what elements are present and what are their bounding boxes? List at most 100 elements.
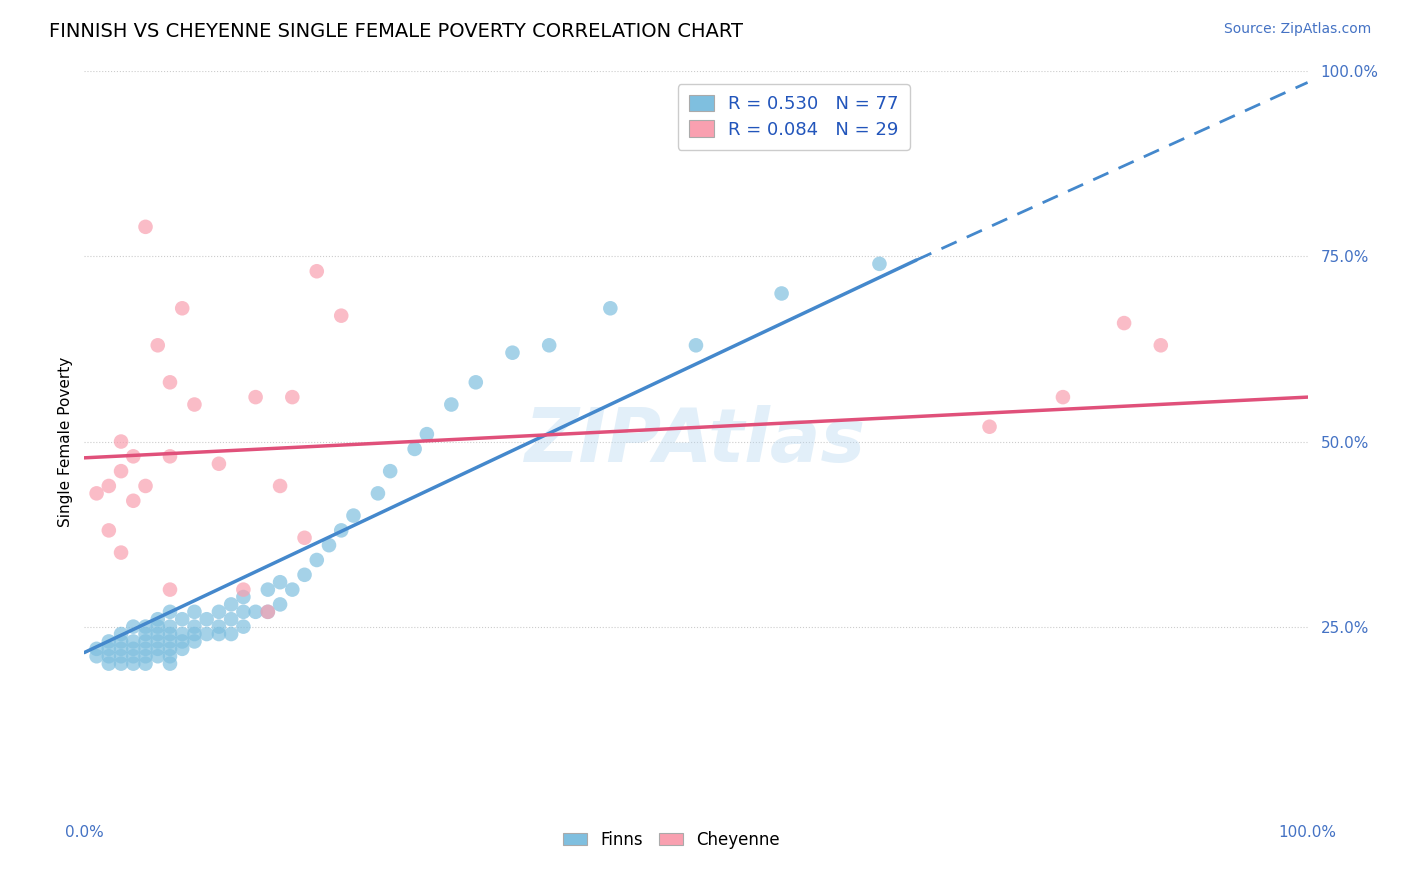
Point — [159, 641, 181, 656]
Point — [281, 390, 304, 404]
Point — [342, 508, 364, 523]
Point — [159, 634, 181, 648]
Point — [110, 627, 132, 641]
Point — [146, 641, 169, 656]
Point — [979, 419, 1001, 434]
Point — [183, 605, 205, 619]
Point — [172, 634, 194, 648]
Point — [135, 627, 157, 641]
Text: Source: ZipAtlas.com: Source: ZipAtlas.com — [1223, 22, 1371, 37]
Point — [135, 634, 157, 648]
Point — [245, 390, 267, 404]
Point — [110, 649, 132, 664]
Point — [172, 612, 194, 626]
Point — [232, 582, 254, 597]
Legend: Finns, Cheyenne: Finns, Cheyenne — [557, 824, 786, 855]
Point — [685, 338, 707, 352]
Point — [159, 605, 181, 619]
Point — [122, 493, 145, 508]
Point — [97, 634, 120, 648]
Point — [97, 641, 120, 656]
Point — [146, 338, 169, 352]
Point — [146, 649, 169, 664]
Point — [122, 450, 145, 464]
Point — [367, 486, 389, 500]
Point — [257, 582, 280, 597]
Point — [318, 538, 340, 552]
Text: ZIPAtlas: ZIPAtlas — [526, 405, 866, 478]
Point — [219, 612, 242, 626]
Text: FINNISH VS CHEYENNE SINGLE FEMALE POVERTY CORRELATION CHART: FINNISH VS CHEYENNE SINGLE FEMALE POVERT… — [49, 22, 744, 41]
Point — [599, 301, 621, 316]
Point — [257, 605, 280, 619]
Point — [110, 634, 132, 648]
Point — [159, 582, 181, 597]
Point — [110, 464, 132, 478]
Point — [135, 479, 157, 493]
Point — [269, 479, 291, 493]
Point — [135, 641, 157, 656]
Point — [195, 627, 218, 641]
Point — [195, 612, 218, 626]
Point — [135, 649, 157, 664]
Point — [135, 619, 157, 633]
Point — [146, 619, 169, 633]
Point — [1052, 390, 1074, 404]
Point — [183, 627, 205, 641]
Point — [172, 627, 194, 641]
Point — [219, 598, 242, 612]
Point — [183, 634, 205, 648]
Point — [464, 376, 486, 390]
Point — [97, 524, 120, 538]
Point — [146, 634, 169, 648]
Point — [97, 479, 120, 493]
Point — [172, 641, 194, 656]
Point — [122, 657, 145, 671]
Point — [110, 434, 132, 449]
Point — [404, 442, 426, 456]
Point — [110, 657, 132, 671]
Point — [538, 338, 561, 352]
Point — [294, 567, 316, 582]
Point — [269, 598, 291, 612]
Point — [440, 398, 463, 412]
Point — [97, 657, 120, 671]
Point — [159, 376, 181, 390]
Point — [416, 427, 439, 442]
Point — [208, 457, 231, 471]
Point — [1114, 316, 1136, 330]
Point — [159, 619, 181, 633]
Point — [159, 657, 181, 671]
Point — [502, 345, 524, 359]
Point — [122, 641, 145, 656]
Point — [172, 301, 194, 316]
Point — [869, 257, 891, 271]
Point — [146, 627, 169, 641]
Point — [110, 546, 132, 560]
Point — [208, 619, 231, 633]
Point — [86, 641, 108, 656]
Point — [219, 627, 242, 641]
Point — [159, 450, 181, 464]
Point — [208, 605, 231, 619]
Point — [122, 619, 145, 633]
Point — [330, 524, 353, 538]
Point — [86, 486, 108, 500]
Point — [232, 619, 254, 633]
Point — [294, 531, 316, 545]
Point — [232, 605, 254, 619]
Y-axis label: Single Female Poverty: Single Female Poverty — [58, 357, 73, 526]
Point — [281, 582, 304, 597]
Point — [232, 590, 254, 604]
Point — [110, 641, 132, 656]
Point — [1150, 338, 1173, 352]
Point — [257, 605, 280, 619]
Point — [122, 649, 145, 664]
Point — [183, 619, 205, 633]
Point — [305, 264, 328, 278]
Point — [86, 649, 108, 664]
Point — [159, 627, 181, 641]
Point — [380, 464, 402, 478]
Point — [208, 627, 231, 641]
Point — [770, 286, 793, 301]
